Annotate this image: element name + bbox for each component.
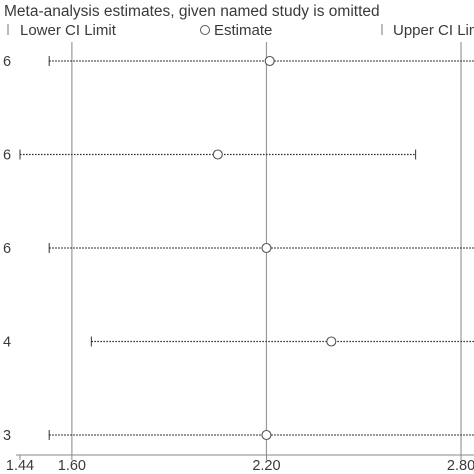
study-label: 4 [3,335,11,351]
study-label: 6 [3,241,11,257]
legend: Lower CI Limit Estimate Upper CI Limit [7,22,474,39]
estimate-marker [212,149,223,160]
x-tick-label: 1.60 [58,458,86,474]
estimate-marker [326,336,337,347]
estimate-marker [261,242,272,254]
study-label: 3 [3,428,11,444]
legend-estimate-label: Estimate [214,22,272,39]
study-label: 6 [3,148,11,164]
legend-lower-label: Lower CI Limit [20,22,117,39]
x-axis: 1.44 1.60 2.20 2.80 [6,454,474,474]
x-tick-label: 2.20 [252,458,280,474]
study-label: 6 [3,54,11,70]
study-rows: 6 6 6 4 3 [3,54,474,444]
estimate-marker [264,55,275,67]
x-tick-label: 2.80 [447,458,474,474]
legend-estimate-marker [200,25,210,35]
legend-upper-label: Upper CI Limit [393,22,474,39]
chart-title: Meta-analysis estimates, given named stu… [4,3,380,20]
estimate-marker [261,429,272,441]
x-tick-label: 1.44 [6,458,34,474]
